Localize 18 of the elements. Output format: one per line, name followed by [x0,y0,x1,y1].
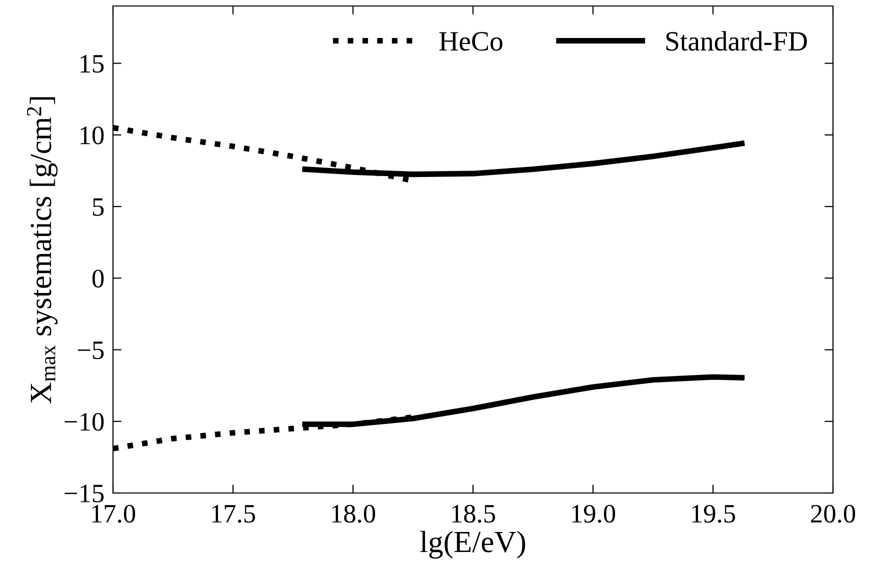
x-tick-label: 18.5 [452,504,496,523]
x-tick-label: 20.0 [811,504,856,523]
y-tick-label: 5 [93,198,104,216]
legend-label: HeCo [439,32,502,51]
y-tick-label: 15 [80,55,104,73]
x-tick-label: 17.0 [92,504,136,523]
y-tick-label: −15 [64,484,104,502]
x-tick-label: 19.0 [572,504,616,523]
x-axis-title: lg(E/eV) [420,530,526,559]
y-tick-label: −10 [64,412,104,431]
x-tick-label: 17.5 [212,505,256,523]
legend-label: Standard-FD [666,31,807,51]
y-tick-label: −5 [78,342,104,360]
y-axis-title: X$_{max}$ systematics [g/cm$^{2}$] [26,97,58,404]
y-tick-label: 10 [80,126,104,144]
x-tick-label: 19.5 [692,504,736,523]
y-tick-label: 0 [92,270,104,288]
x-tick-label: 18.0 [332,504,376,523]
